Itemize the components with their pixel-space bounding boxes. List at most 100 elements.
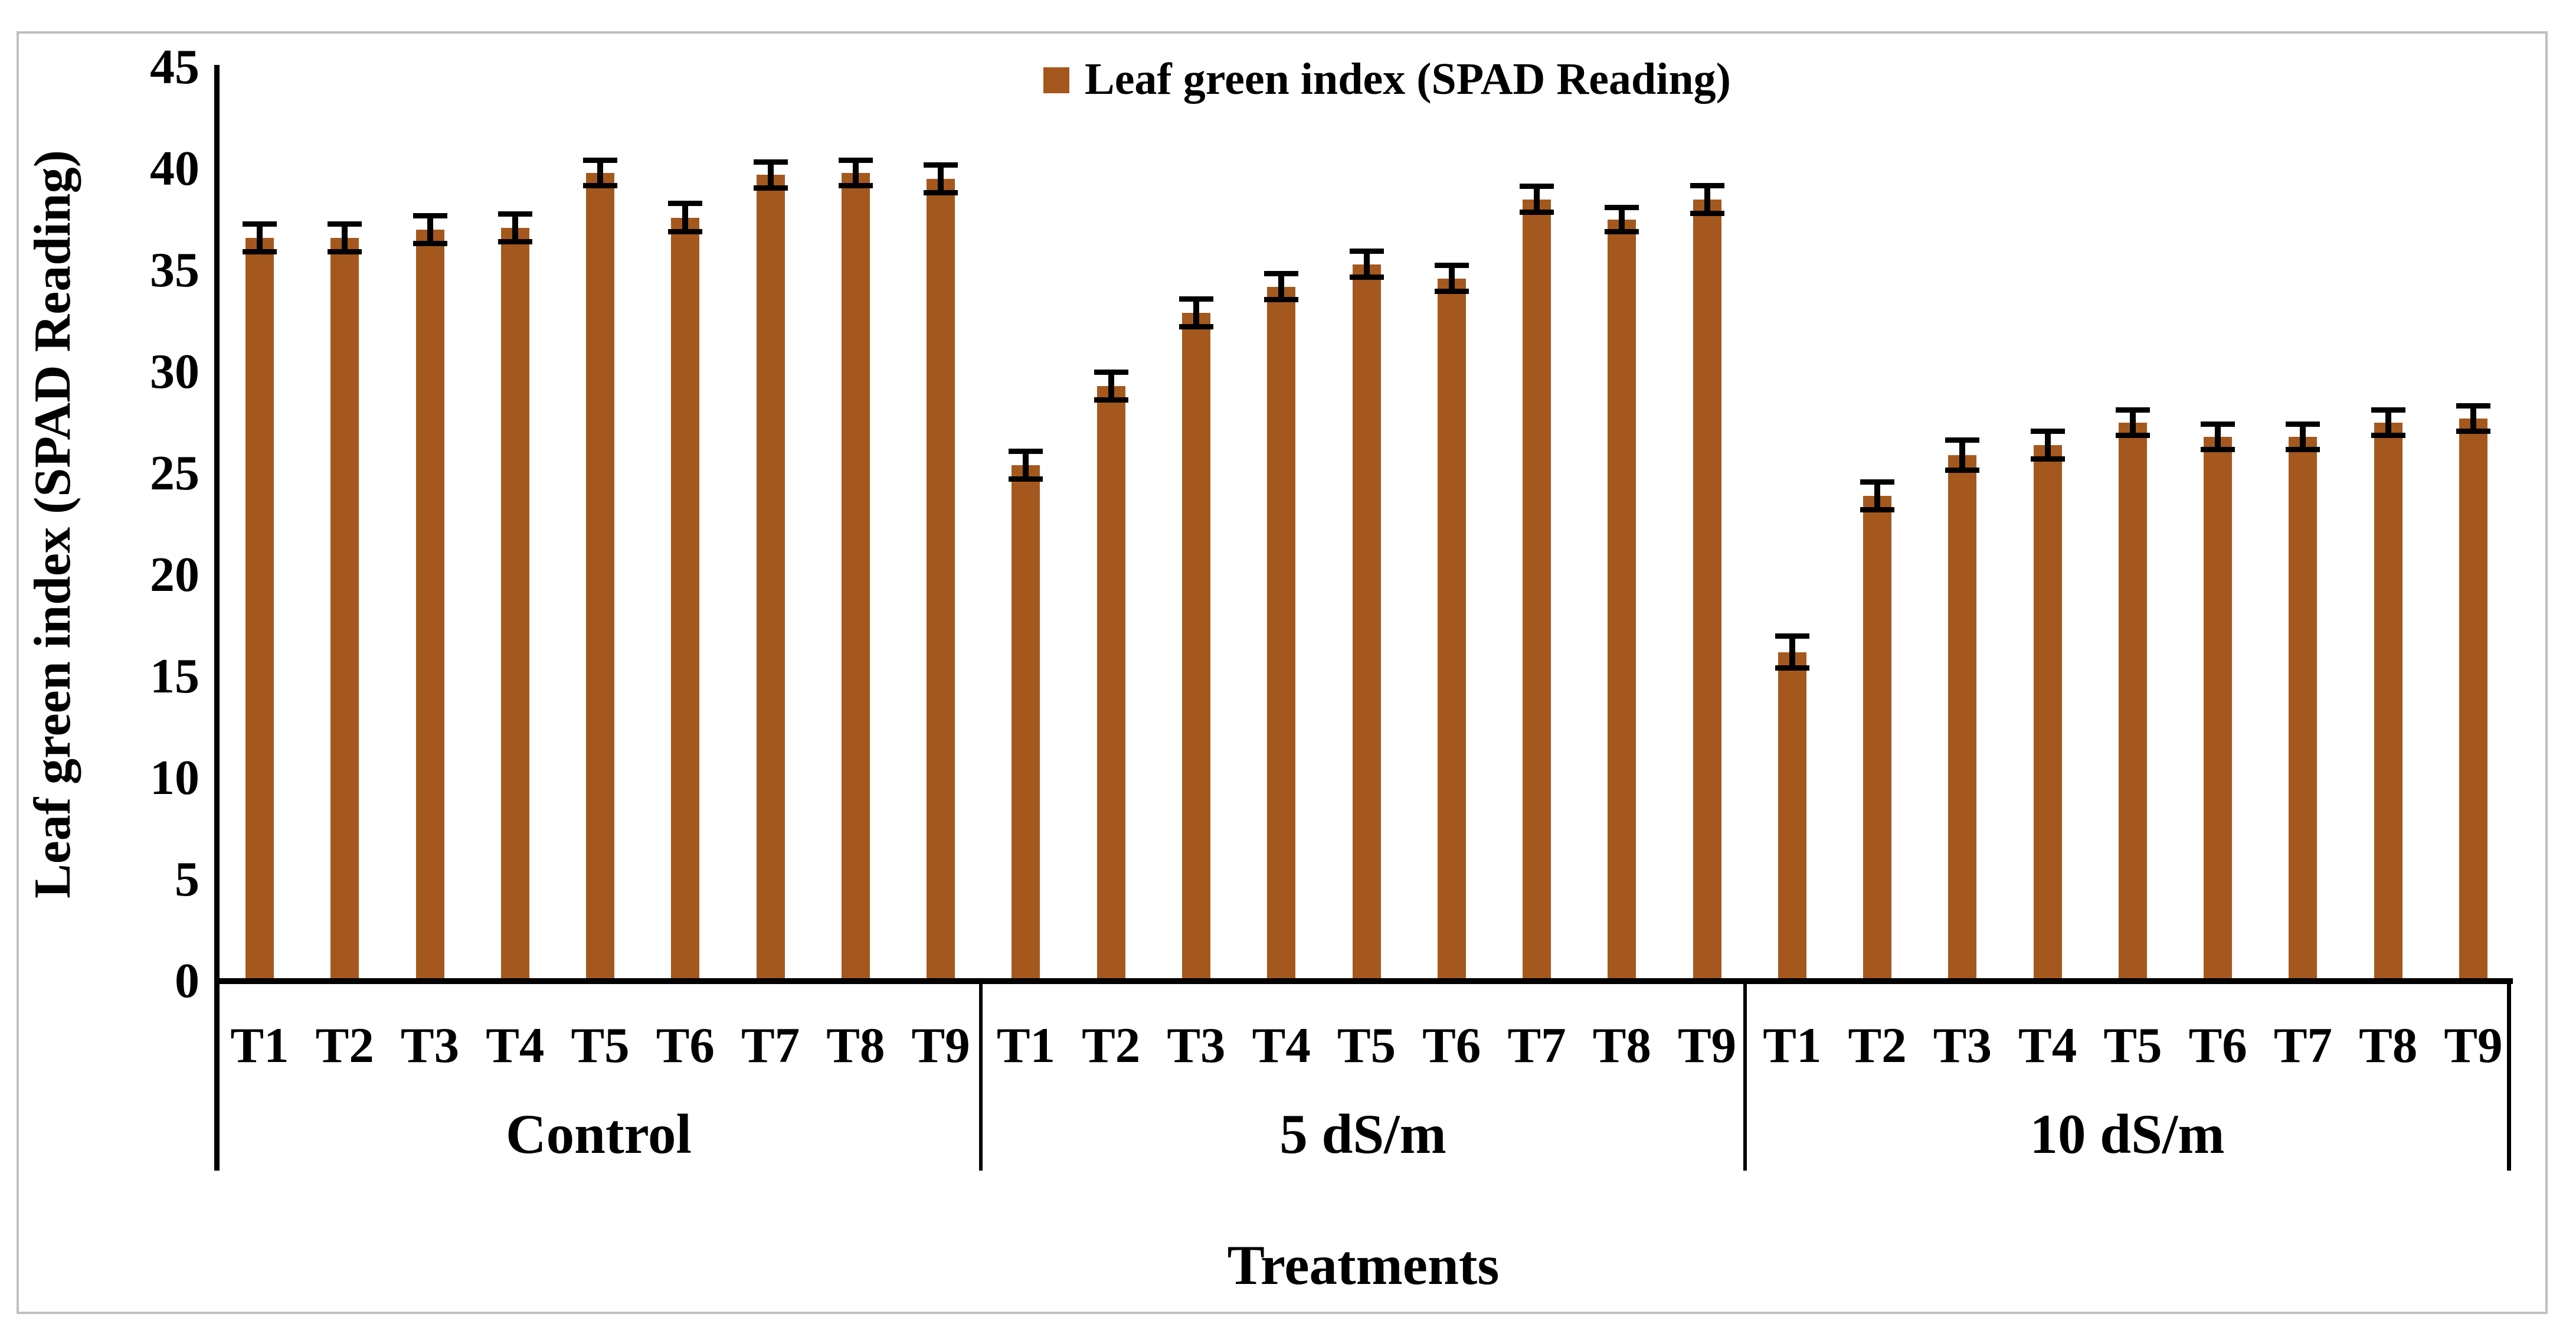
y-tick-label: 10	[150, 750, 199, 805]
error-bar-top-cap	[1775, 633, 1809, 639]
error-bar-line	[1789, 636, 1795, 669]
error-bar-line	[682, 203, 689, 232]
y-axis-title: Leaf green index (SPAD Reading)	[24, 150, 81, 898]
error-bar-top-cap	[1349, 249, 1384, 254]
error-bar-top-cap	[1434, 263, 1469, 269]
error-bar-line	[1023, 451, 1029, 480]
error-bar-line	[938, 165, 944, 194]
error-bar-line	[2300, 423, 2306, 450]
error-bar-bottom-cap	[2115, 433, 2150, 439]
error-bar-top-cap	[1945, 437, 1980, 443]
error-bar-top-cap	[1520, 184, 1554, 189]
error-bar-line	[1278, 273, 1285, 300]
error-bar-bottom-cap	[2371, 433, 2405, 439]
error-bar-bottom-cap	[1009, 476, 1043, 482]
error-bar-bottom-cap	[1094, 397, 1128, 403]
error-bar-line	[1448, 265, 1455, 292]
error-bar-top-cap	[1690, 182, 1724, 188]
bar-5dsm-t1	[1012, 465, 1040, 981]
group-separator-line	[979, 981, 983, 1171]
legend-marker-square	[1043, 67, 1069, 93]
error-bar-bottom-cap	[838, 183, 873, 189]
x-tick-label: T9	[2444, 1018, 2503, 1073]
x-tick-label: T4	[2018, 1018, 2077, 1073]
x-tick-label: T8	[826, 1018, 885, 1073]
error-bar-line	[597, 159, 604, 187]
error-bar-line	[1193, 299, 1199, 328]
x-tick-label: T1	[230, 1018, 289, 1073]
y-tick-label: 25	[150, 446, 199, 501]
bar-5dsm-t2	[1096, 386, 1125, 981]
bar-control-t4	[500, 227, 529, 981]
x-tick-label: T2	[1848, 1018, 1907, 1073]
bar-control-t6	[671, 217, 700, 981]
y-tick-label: 40	[150, 141, 199, 196]
bar-10dsm-t2	[1863, 495, 1892, 981]
x-tick-label: T5	[571, 1018, 630, 1073]
bar-10dsm-t9	[2459, 419, 2488, 981]
x-tick-label: T1	[1763, 1018, 1822, 1073]
error-bar-bottom-cap	[1945, 467, 1980, 473]
error-bar-line	[1363, 251, 1370, 278]
bar-10dsm-t5	[2118, 423, 2147, 981]
bar-5dsm-t4	[1267, 286, 1296, 981]
error-bar-top-cap	[1605, 205, 1639, 211]
y-tick-label: 35	[150, 243, 199, 298]
error-bar-line	[342, 223, 348, 253]
error-bar-line	[852, 159, 859, 187]
error-bar-line	[427, 215, 433, 244]
x-tick-label: T8	[1592, 1018, 1651, 1073]
error-bar-line	[2385, 409, 2391, 436]
error-bar-bottom-cap	[1179, 324, 1213, 330]
x-tick-label: T7	[741, 1018, 800, 1073]
error-bar-top-cap	[2371, 407, 2405, 413]
x-tick-label: T1	[996, 1018, 1056, 1073]
bar-control-t3	[415, 230, 444, 981]
bar-control-t5	[586, 172, 615, 981]
x-tick-label: T6	[1422, 1018, 1481, 1073]
error-bar-bottom-cap	[1434, 289, 1469, 295]
x-tick-label: T4	[1252, 1018, 1311, 1073]
bar-10dsm-t4	[2033, 445, 2062, 981]
error-bar-line	[1534, 186, 1540, 213]
error-bar-top-cap	[924, 162, 958, 168]
bar-control-t9	[927, 179, 955, 981]
error-bar-line	[1619, 207, 1625, 232]
error-bar-bottom-cap	[1860, 506, 1895, 512]
bar-10dsm-t7	[2289, 437, 2318, 981]
error-bar-top-cap	[753, 159, 788, 165]
x-axis-line	[214, 978, 2513, 984]
bar-5dsm-t5	[1352, 264, 1381, 981]
error-bar-bottom-cap	[668, 228, 703, 234]
bar-10dsm-t3	[1948, 455, 1977, 981]
bar-10dsm-t8	[2374, 423, 2402, 981]
bar-control-t2	[330, 237, 359, 981]
group-label-10dsm: 10 dS/m	[2030, 1103, 2225, 1165]
group-label-5dsm: 5 dS/m	[1279, 1103, 1446, 1165]
error-bar-bottom-cap	[497, 238, 532, 244]
error-bar-top-cap	[2115, 407, 2150, 413]
error-bar-top-cap	[1860, 479, 1895, 485]
x-tick-label: T5	[2103, 1018, 2162, 1073]
x-tick-label: T6	[2188, 1018, 2247, 1073]
error-bar-top-cap	[2201, 421, 2235, 427]
y-tick-label: 15	[150, 649, 199, 704]
x-tick-label: T7	[1507, 1018, 1566, 1073]
error-bar-bottom-cap	[413, 241, 447, 247]
x-tick-label: T3	[1167, 1018, 1226, 1073]
y-tick-label: 30	[150, 344, 199, 399]
x-tick-label: T6	[656, 1018, 715, 1073]
bar-5dsm-t6	[1437, 278, 1466, 981]
error-bar-bottom-cap	[1520, 209, 1554, 215]
error-bar-bottom-cap	[1264, 296, 1299, 302]
y-tick-label: 0	[175, 953, 199, 1008]
bar-5dsm-t3	[1181, 313, 1210, 981]
bar-10dsm-t1	[1778, 652, 1806, 981]
error-bar-top-cap	[668, 201, 703, 207]
x-tick-label: T4	[486, 1018, 545, 1073]
x-tick-label: T3	[1933, 1018, 1992, 1073]
error-bar-line	[2044, 430, 2051, 459]
category-box-right-border	[2507, 981, 2511, 1171]
error-bar-line	[1704, 185, 1710, 214]
error-bar-bottom-cap	[2286, 447, 2320, 453]
